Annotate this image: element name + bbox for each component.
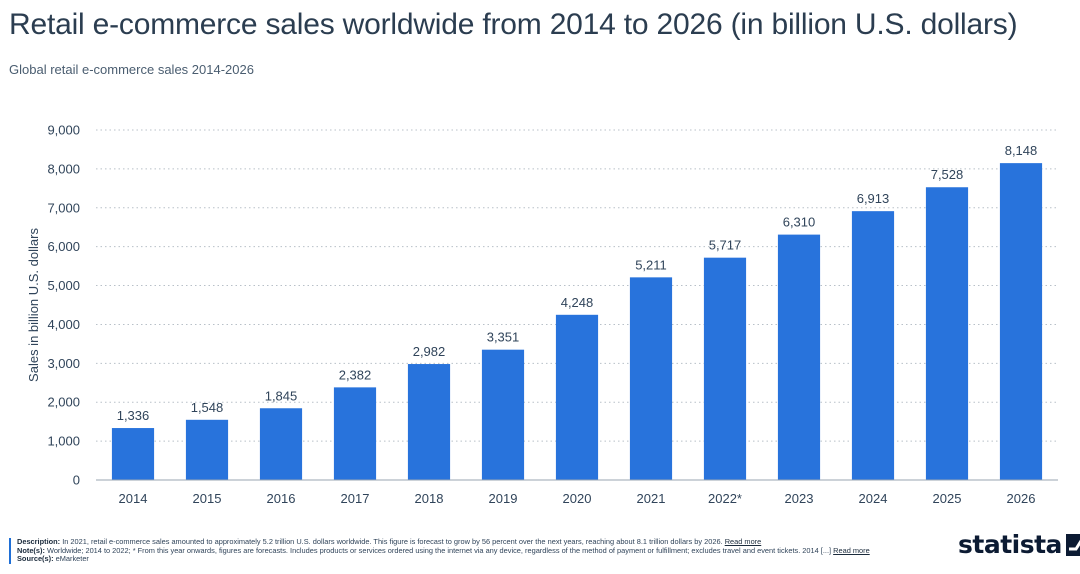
x-tick-label: 2017 [341,491,370,506]
y-tick-label: 3,000 [47,356,80,371]
y-tick-label: 7,000 [47,200,80,215]
x-tick-label: 2023 [785,491,814,506]
x-tick-label: 2018 [415,491,444,506]
bar[interactable] [259,408,303,480]
value-labels: 1,336 1,548 1,845 2,382 2,982 3,351 4,248 5,211… [117,143,1038,423]
chart-subtitle: Global retail e-commerce sales 2014-2026 [9,62,254,77]
y-axis-ticks: 0 1,000 2,000 3,000 4,000 5,000 6,000 7,000 8,00… [47,123,80,488]
x-tick-label: 2022* [708,491,742,506]
bar-value-label: 4,248 [561,295,594,310]
bar[interactable] [629,277,673,480]
bar[interactable] [111,428,155,480]
x-tick-label: 2019 [489,491,518,506]
bar-value-label: 2,382 [339,367,372,382]
description-text: In 2021, retail e-commerce sales amounte… [62,538,723,546]
source-label: Source(s): [17,555,54,564]
bar[interactable] [481,349,525,480]
x-tick-label: 2026 [1007,491,1036,506]
bar-value-label: 6,310 [783,215,816,230]
bar-value-label: 6,913 [857,191,890,206]
bar[interactable] [999,163,1043,480]
chart-title: Retail e-commerce sales worldwide from 2… [9,8,1018,41]
statista-logo[interactable]: statista [958,530,1080,559]
notes-text: Worldwide; 2014 to 2022; * From this yea… [46,546,832,555]
bar-chart: 0 1,000 2,000 3,000 4,000 5,000 6,000 7,000 8,00… [26,123,1058,506]
x-tick-label: 2020 [563,491,592,506]
statista-logo-icon [1065,533,1080,556]
bar-value-label: 5,211 [635,257,667,272]
bar-value-label: 1,548 [191,400,224,415]
bar[interactable] [407,364,451,480]
bar-value-label: 8,148 [1005,143,1038,158]
chart-footer: Description: In 2021, retail e-commerce … [9,538,917,564]
y-tick-label: 8,000 [47,161,80,176]
description-row: Description: In 2021, retail e-commerce … [17,538,917,547]
y-tick-label: 4,000 [47,317,80,332]
source-row: Source(s): eMarketer [17,555,917,564]
x-tick-label: 2016 [267,491,296,506]
bar[interactable] [851,211,895,480]
x-axis-ticks: 2014 2015 2016 2017 2018 2019 2020 2021 2022* 202… [119,491,1036,506]
bar[interactable] [185,419,229,480]
bar[interactable] [333,387,377,480]
y-axis-label: Sales in billion U.S. dollars [26,228,41,382]
y-tick-label: 6,000 [47,239,80,254]
bar-value-label: 3,351 [487,330,520,345]
bar[interactable] [703,257,747,480]
source-text: eMarketer [55,555,89,564]
bars [111,163,1043,480]
notes-read-more-link[interactable]: Read more [833,546,870,555]
y-tick-label: 0 [73,473,80,488]
x-tick-label: 2024 [859,491,888,506]
bar-value-label: 2,982 [413,344,446,359]
statista-wordmark: statista [958,530,1062,559]
y-tick-label: 1,000 [47,434,80,449]
x-tick-label: 2025 [933,491,962,506]
bar-value-label: 1,336 [117,408,150,423]
gridlines [96,129,1058,442]
bar-value-label: 5,717 [709,238,742,253]
x-tick-label: 2014 [119,491,148,506]
bar[interactable] [555,314,599,480]
y-tick-label: 2,000 [47,395,80,410]
x-tick-label: 2015 [193,491,222,506]
bar-value-label: 1,845 [265,388,298,403]
x-tick-label: 2021 [637,491,666,506]
notes-label: Note(s): [17,546,45,555]
bar-value-label: 7,528 [931,167,964,182]
notes-row: Note(s): Worldwide; 2014 to 2022; * From… [17,547,917,556]
description-read-more-link[interactable]: Read more [724,538,762,546]
bar[interactable] [777,234,821,480]
description-label: Description: [17,538,61,546]
y-tick-label: 9,000 [47,123,80,138]
y-tick-label: 5,000 [47,278,80,293]
bar[interactable] [925,187,969,480]
